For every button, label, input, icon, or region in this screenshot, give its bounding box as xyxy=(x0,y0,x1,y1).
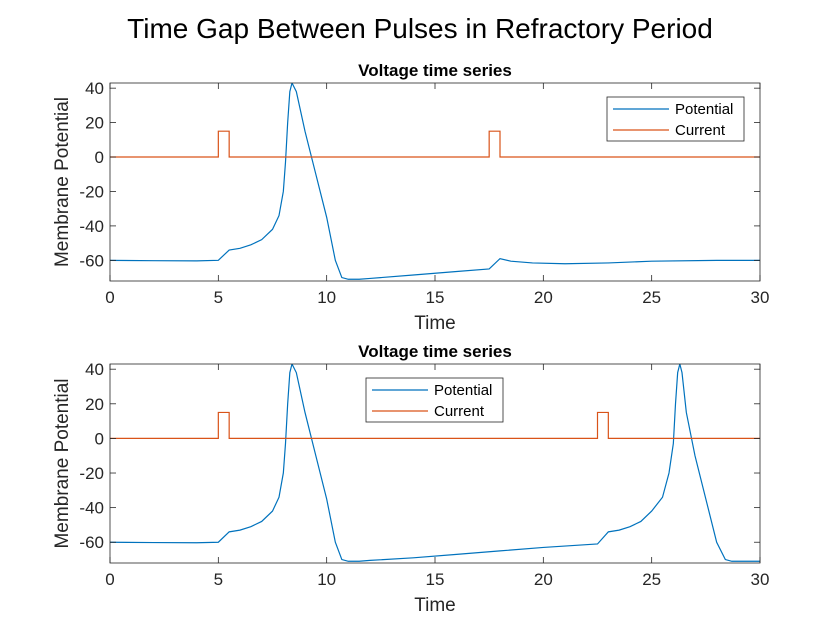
x-tick-label: 5 xyxy=(214,288,223,307)
legend-box xyxy=(365,377,504,423)
y-tick-label: 20 xyxy=(85,395,104,414)
legend-entry-potential: Potential xyxy=(675,101,733,118)
legend-entry-current: Current xyxy=(675,122,726,139)
x-tick-label: 20 xyxy=(534,288,553,307)
x-tick-label: 5 xyxy=(214,570,223,589)
y-tick-label: 0 xyxy=(95,429,104,448)
x-tick-label: 15 xyxy=(426,288,445,307)
y-tick-label: 40 xyxy=(85,360,104,379)
y-tick-label: -60 xyxy=(79,251,104,270)
y-tick-label: -60 xyxy=(79,533,104,552)
x-tick-label: 0 xyxy=(105,570,114,589)
subplot-1: 0 5 10 15 20 25 30 -60 -40 -20 0 20 40 Voltage time s… xyxy=(52,61,769,334)
x-axis-label: Time xyxy=(414,313,456,334)
y-axis-label: Membrane Potential xyxy=(52,378,73,548)
subplot-2: 0 5 10 15 20 25 30 -60 -40 -20 0 20 40 Voltage time s… xyxy=(52,342,769,616)
y-tick-label: 40 xyxy=(85,79,104,98)
x-tick-label: 25 xyxy=(642,288,661,307)
x-tick-label: 10 xyxy=(317,288,336,307)
subplot-title: Voltage time series xyxy=(358,61,512,80)
y-tick-label: 0 xyxy=(95,148,104,167)
subplots: 0 5 10 15 20 25 30 -60 -40 -20 0 20 40 Voltage time s… xyxy=(52,61,769,616)
series-line-current xyxy=(110,130,760,158)
y-tick-label: 20 xyxy=(85,114,104,133)
x-tick-label: 0 xyxy=(105,288,114,307)
x-axis-label: Time xyxy=(414,595,456,616)
legend: Potential Current xyxy=(365,377,504,423)
y-tick-label: -20 xyxy=(79,182,104,201)
series-line-potential xyxy=(110,83,760,280)
y-axis-label: Membrane Potential xyxy=(52,97,73,267)
figure-title: Time Gap Between Pulses in Refractory Pe… xyxy=(127,13,713,44)
x-tick-label: 30 xyxy=(751,288,770,307)
y-tick-label: -20 xyxy=(79,464,104,483)
series-line-current xyxy=(110,411,760,440)
x-tick-label: 10 xyxy=(317,570,336,589)
series-line-potential xyxy=(110,364,760,562)
x-tick-label: 30 xyxy=(751,570,770,589)
x-tick-label: 20 xyxy=(534,570,553,589)
x-tick-label: 15 xyxy=(426,570,445,589)
legend-entry-current: Current xyxy=(434,403,485,420)
y-tick-label: -40 xyxy=(79,217,104,236)
legend-entry-potential: Potential xyxy=(434,382,492,399)
subplot-title: Voltage time series xyxy=(358,342,512,361)
legend: Potential Current xyxy=(606,96,745,142)
legend-box xyxy=(606,96,745,142)
y-tick-label: -40 xyxy=(79,499,104,518)
x-tick-label: 25 xyxy=(642,570,661,589)
